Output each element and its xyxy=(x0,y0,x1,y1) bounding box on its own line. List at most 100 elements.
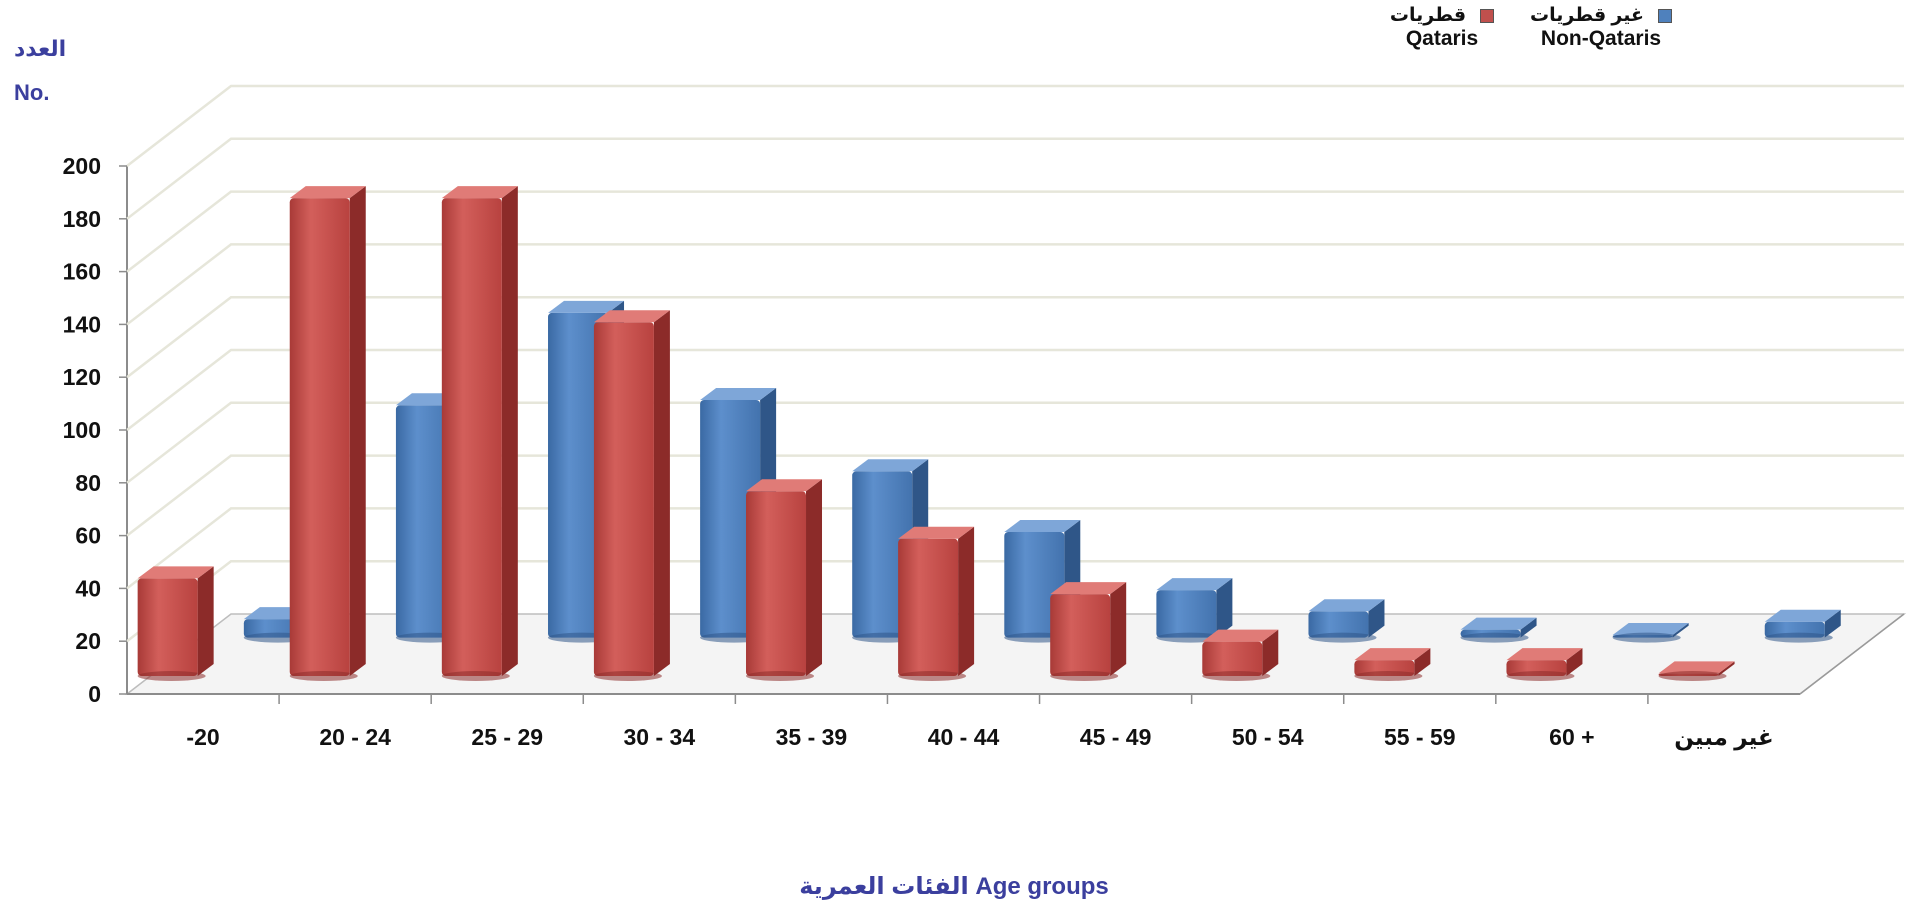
bar xyxy=(593,310,670,681)
legend-label-non-qataris-en: Non-Qataris xyxy=(1540,27,1662,50)
bar-top xyxy=(593,310,670,323)
bar-top xyxy=(1460,617,1537,630)
y-tick-label: 180 xyxy=(63,206,101,232)
bar-side xyxy=(806,479,823,676)
x-tick-label: 50 - 54 xyxy=(1232,724,1304,750)
bar-front xyxy=(1050,594,1111,676)
bar-top xyxy=(1308,599,1385,612)
y-tick-label: 40 xyxy=(75,575,101,601)
x-axis-ticks: -20 20 - 24 25 - 29 30 - 34 35 - 39 40 - 44 45… xyxy=(186,694,1774,751)
legend-swatch-qataris xyxy=(1480,8,1495,23)
bar-top xyxy=(852,459,929,472)
legend-label-qataris-ar: قطريات xyxy=(1389,5,1467,26)
bar-side xyxy=(1718,661,1735,676)
bar-side xyxy=(1216,578,1233,638)
bar-front xyxy=(137,578,198,676)
floor-right-edge xyxy=(1799,613,1905,695)
gridline xyxy=(126,295,1904,379)
legend-item-qataris: قطريات Qataris xyxy=(1382,4,1502,51)
bar-top xyxy=(441,186,518,199)
bar-top xyxy=(1202,629,1279,642)
bar-side xyxy=(1368,599,1385,638)
bar-base xyxy=(1354,671,1423,681)
bar-base xyxy=(1506,671,1575,681)
y-tick-label: 20 xyxy=(75,628,101,654)
bar-top xyxy=(1506,648,1583,661)
x-tick-label: 25 - 29 xyxy=(471,724,543,750)
bar-side xyxy=(1672,622,1689,638)
bar-top xyxy=(746,479,823,492)
x-tick-label: 55 - 59 xyxy=(1384,724,1456,750)
bar-front xyxy=(1202,641,1263,676)
bar-top xyxy=(700,388,777,400)
y-tick-label: 200 xyxy=(63,153,101,179)
bar-top xyxy=(1612,622,1689,635)
bar-front xyxy=(1156,590,1217,638)
legend-label-non-qataris-ar: غير قطريات xyxy=(1530,5,1644,26)
bar-top xyxy=(1156,578,1233,591)
bar-side xyxy=(1414,648,1431,676)
bar-front xyxy=(852,471,913,638)
x-axis-title: الفئات العمرية Age groups xyxy=(799,873,1109,900)
gridline xyxy=(126,401,1904,484)
bar-front xyxy=(395,405,456,638)
x-tick-label: 30 - 34 xyxy=(624,724,696,750)
y-axis-label-english: No. xyxy=(14,80,50,105)
bar-base xyxy=(441,671,510,681)
bar-base xyxy=(1764,632,1833,643)
gridline xyxy=(126,84,1904,167)
bars xyxy=(137,186,1841,681)
x-tick-label: 60 + xyxy=(1549,724,1594,750)
bar xyxy=(1004,520,1081,643)
bar-base xyxy=(289,671,358,681)
bar-side xyxy=(1520,617,1537,638)
bar-front xyxy=(1004,532,1065,638)
x-tick-label: 40 - 44 xyxy=(928,724,1000,750)
bar xyxy=(1050,582,1127,681)
y-tick-label: 60 xyxy=(75,523,101,549)
y-tick-label: 100 xyxy=(63,417,101,443)
bar-top xyxy=(1004,520,1081,532)
gridline xyxy=(126,454,1904,537)
y-tick-label: 140 xyxy=(63,311,101,337)
y-tick-label: 0 xyxy=(88,681,101,707)
bar-front xyxy=(289,198,350,676)
bar-top xyxy=(1658,661,1735,674)
y-tick-label: 80 xyxy=(75,470,101,496)
bar-side xyxy=(653,310,670,676)
bar-side xyxy=(197,566,214,676)
bar-base xyxy=(1658,671,1727,681)
bar-side xyxy=(349,186,366,676)
bar xyxy=(1156,578,1233,643)
bar xyxy=(1612,622,1689,643)
bar-top xyxy=(137,566,214,579)
bar-front xyxy=(548,312,609,638)
x-tick-label: 45 - 49 xyxy=(1080,724,1152,750)
bar-front xyxy=(746,491,807,676)
bar-top xyxy=(548,300,625,313)
bar xyxy=(898,526,975,681)
bar-top xyxy=(1050,582,1127,595)
bar-base xyxy=(898,671,967,681)
x-tick-label: غير مبين xyxy=(1674,724,1774,751)
bar-front xyxy=(700,400,761,638)
gridline xyxy=(126,507,1904,590)
bar xyxy=(1460,617,1537,643)
bar-base xyxy=(1050,671,1119,681)
y-axis-ticks: 0 20 40 60 80 100 120 140 160 180 200 xyxy=(63,153,127,707)
bar-front xyxy=(1308,611,1369,638)
bar xyxy=(1658,661,1735,681)
bar-front xyxy=(898,538,959,676)
bar-base xyxy=(746,671,815,681)
bar xyxy=(289,186,366,681)
bar xyxy=(1308,599,1385,643)
bar xyxy=(1202,629,1279,681)
y-tick-label: 160 xyxy=(63,259,101,285)
bar xyxy=(441,186,518,681)
bar-front xyxy=(593,322,654,676)
legend-label-qataris-en: Qataris xyxy=(1405,27,1479,50)
y-axis-label-arabic: العدد xyxy=(14,36,67,61)
gridline xyxy=(126,190,1904,273)
bar-front xyxy=(441,198,502,676)
bar-base xyxy=(1308,632,1377,643)
